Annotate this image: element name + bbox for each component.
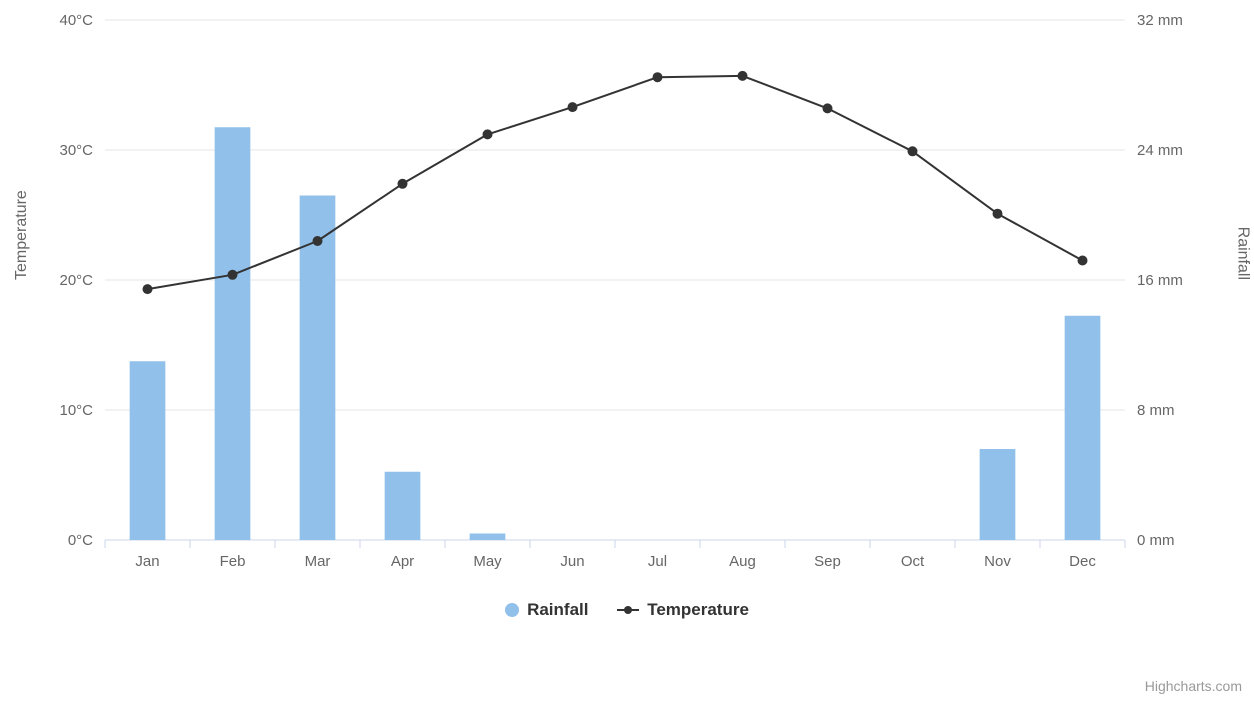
marker-temperature[interactable] (228, 270, 238, 280)
y-left-tick-label: 30°C (59, 142, 93, 159)
x-tick-label: Nov (984, 553, 1011, 570)
bar-rainfall[interactable] (130, 361, 166, 540)
x-tick-label: Dec (1069, 553, 1096, 570)
marker-temperature[interactable] (653, 72, 663, 82)
x-tick-label: Mar (305, 553, 331, 570)
marker-temperature[interactable] (1078, 256, 1088, 266)
legend-symbol-line (617, 603, 639, 617)
marker-temperature[interactable] (823, 103, 833, 113)
y-right-tick-label: 32 mm (1137, 12, 1183, 29)
bar-rainfall[interactable] (1065, 316, 1101, 540)
bar-rainfall[interactable] (980, 449, 1016, 540)
legend-label: Temperature (647, 600, 749, 620)
legend-symbol-bar (505, 603, 519, 617)
marker-temperature[interactable] (908, 146, 918, 156)
marker-temperature[interactable] (993, 209, 1003, 219)
x-tick-label: May (473, 553, 502, 570)
legend-label: Rainfall (527, 600, 588, 620)
chart-container: 0°C 10°C 20°C 30°C 40°C 0 mm 8 mm 16 mm 24 mm 32 … (0, 0, 1254, 702)
chart-legend: Rainfall Temperature (0, 600, 1254, 622)
y-left-tick-label: 20°C (59, 272, 93, 289)
chart-credits[interactable]: Highcharts.com (1145, 678, 1242, 694)
bar-rainfall[interactable] (470, 534, 506, 541)
y-right-tick-label: 8 mm (1137, 402, 1175, 419)
marker-temperature[interactable] (568, 102, 578, 112)
y-right-axis-title: Rainfall (1233, 227, 1251, 280)
bar-rainfall[interactable] (215, 127, 251, 540)
bar-rainfall[interactable] (300, 196, 336, 541)
y-left-tick-label: 0°C (68, 532, 93, 549)
line-temperature[interactable] (148, 76, 1083, 289)
x-tick-label: Jan (135, 553, 159, 570)
y-left-tick-label: 10°C (59, 402, 93, 419)
y-right-tick-label: 24 mm (1137, 142, 1183, 159)
y-right-tick-label: 0 mm (1137, 532, 1175, 549)
legend-item-rainfall[interactable]: Rainfall (505, 600, 588, 620)
marker-temperature[interactable] (738, 71, 748, 81)
marker-temperature[interactable] (143, 284, 153, 294)
y-left-tick-label: 40°C (59, 12, 93, 29)
x-tick-label: Feb (220, 553, 246, 570)
bar-rainfall[interactable] (385, 472, 421, 540)
marker-temperature[interactable] (483, 129, 493, 139)
x-tick-label: Aug (729, 553, 756, 570)
x-tick-label: Sep (814, 553, 841, 570)
x-tick-label: Apr (391, 553, 414, 570)
marker-temperature[interactable] (398, 179, 408, 189)
y-left-axis-title: Temperature (13, 190, 31, 280)
x-tick-label: Jun (560, 553, 584, 570)
x-tick-label: Jul (648, 553, 667, 570)
marker-temperature[interactable] (313, 236, 323, 246)
chart-plot: 0°C 10°C 20°C 30°C 40°C 0 mm 8 mm 16 mm 24 mm 32 … (0, 0, 1254, 702)
legend-item-temperature[interactable]: Temperature (617, 600, 749, 620)
x-tick-label: Oct (901, 553, 925, 570)
y-right-tick-label: 16 mm (1137, 272, 1183, 289)
